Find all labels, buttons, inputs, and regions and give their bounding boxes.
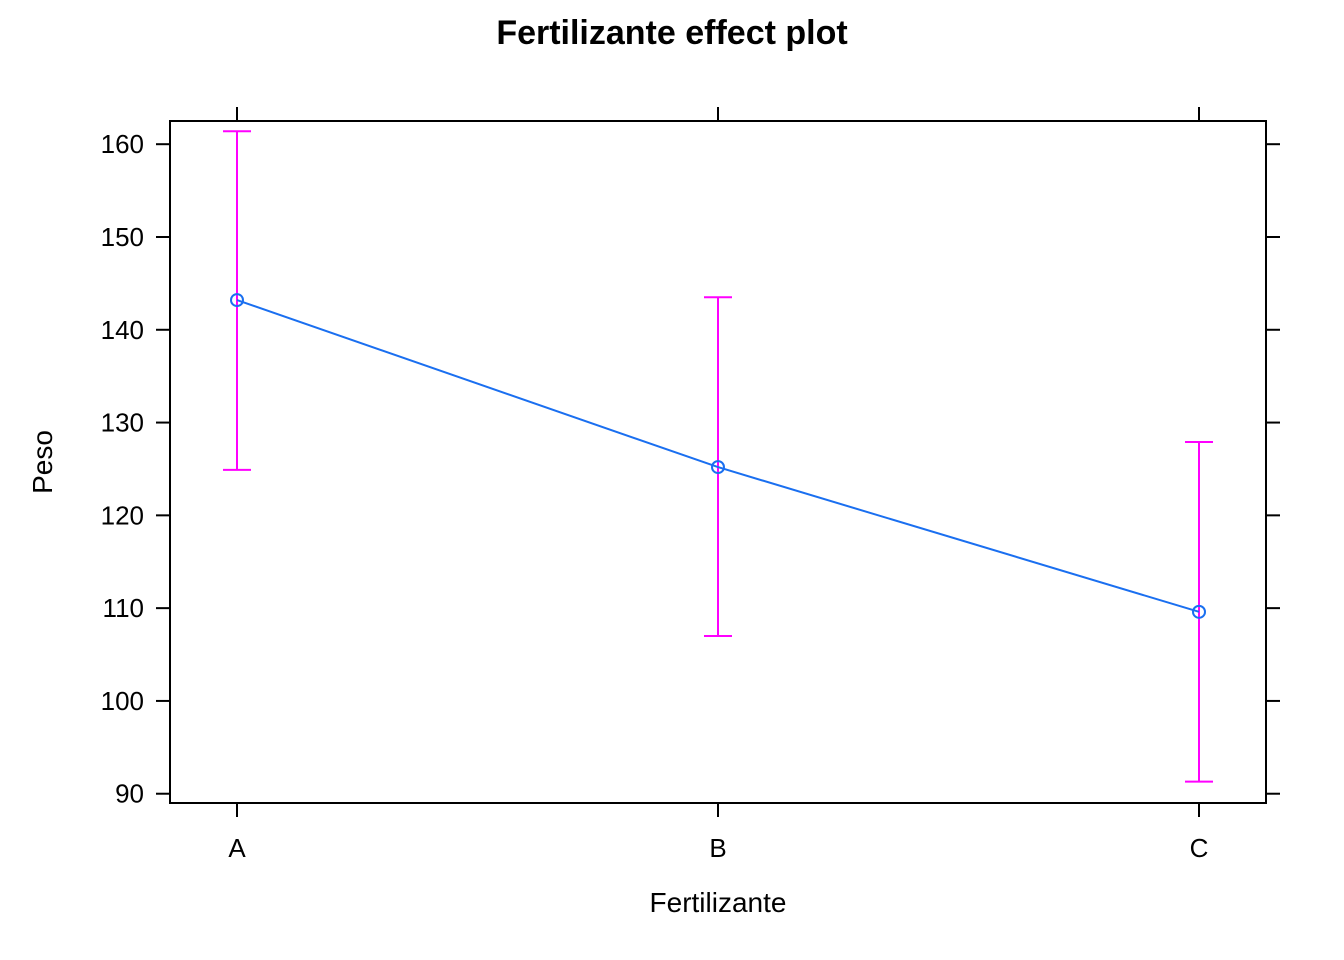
y-tick-label: 90 (115, 779, 144, 809)
x-tick-label: C (1190, 833, 1209, 863)
data-marks (223, 130, 1213, 783)
y-tick-label: 100 (101, 686, 144, 716)
effect-point (1192, 604, 1206, 619)
y-tick-label: 140 (101, 315, 144, 345)
effect-point (711, 460, 725, 475)
effect-line (236, 299, 1200, 613)
y-tick-label: 110 (103, 593, 144, 623)
y-tick-label: 150 (101, 222, 144, 252)
y-tick-label: 160 (101, 129, 144, 159)
y-tick-label: 120 (101, 500, 144, 530)
x-axis: A B C (228, 107, 1208, 863)
y-axis: 90 100 110 120 130 140 150 160 (101, 129, 1280, 809)
x-tick-label: A (228, 833, 246, 863)
x-tick-label: B (709, 833, 726, 863)
chart-title: Fertilizante effect plot (496, 14, 847, 52)
y-axis-label: Peso (27, 430, 58, 494)
y-tick-label: 130 (101, 408, 144, 438)
x-axis-label: Fertilizante (650, 887, 787, 918)
effect-point (230, 293, 244, 308)
